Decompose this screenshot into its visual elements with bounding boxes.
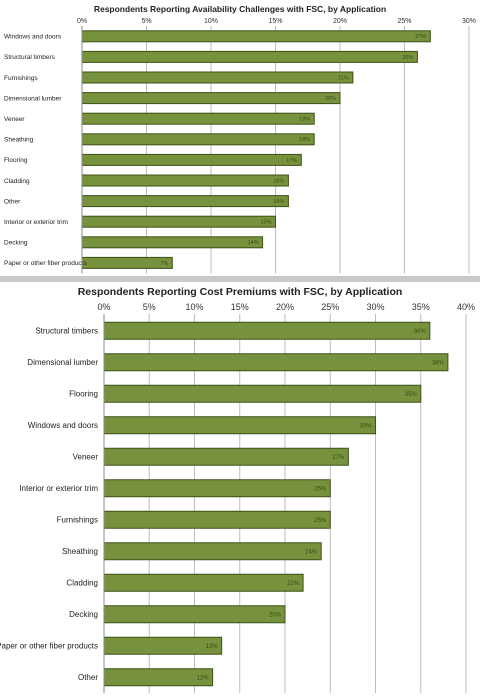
category-label: Paper or other fiber products — [4, 260, 87, 267]
data-label: 21% — [338, 75, 349, 81]
cost-premium-chart: Respondents Reporting Cost Premiums with… — [0, 286, 475, 693]
category-label: Paper or other fiber products — [0, 642, 98, 651]
data-label: 7% — [160, 261, 168, 267]
category-label: Cladding — [66, 579, 98, 588]
bar — [103, 510, 331, 529]
x-tick-label: 0% — [97, 302, 110, 312]
chart-title: Respondents Reporting Cost Premiums with… — [78, 286, 403, 298]
category-label: Dimensional lumber — [4, 95, 62, 102]
bar — [103, 384, 422, 403]
x-tick-label: 30% — [462, 18, 476, 25]
bar — [103, 447, 349, 466]
category-label: Structural timbers — [35, 327, 98, 336]
x-tick-label: 25% — [397, 18, 411, 25]
data-label: 20% — [269, 612, 282, 618]
data-label: 18% — [299, 137, 310, 143]
x-tick-label: 40% — [457, 302, 475, 312]
bar — [103, 605, 286, 624]
x-tick-label: 15% — [268, 18, 282, 25]
availability-chart: Respondents Reporting Availability Chall… — [4, 4, 476, 274]
bar — [81, 92, 341, 105]
data-label: 25% — [314, 518, 327, 524]
category-label: Other — [4, 198, 21, 205]
bar — [81, 236, 264, 249]
data-label: 26% — [402, 55, 413, 61]
data-label: 25% — [314, 486, 327, 492]
x-tick-label: 20% — [333, 18, 347, 25]
bar — [81, 153, 302, 166]
category-label: Interior or exterior trim — [4, 219, 68, 226]
bar — [81, 215, 276, 228]
bar — [103, 321, 431, 340]
data-label: 35% — [405, 392, 418, 398]
chart-title: Respondents Reporting Availability Chall… — [94, 4, 386, 14]
data-label: 20% — [325, 96, 336, 102]
bar — [81, 195, 289, 208]
data-label: 13% — [206, 644, 219, 650]
bar — [81, 50, 418, 63]
category-label: Structural timbers — [4, 54, 56, 61]
bar — [103, 573, 304, 592]
cost-premium-chart-panel: Respondents Reporting Cost Premiums with… — [0, 282, 480, 696]
data-label: 16% — [273, 178, 284, 184]
category-label: Sheathing — [4, 137, 34, 144]
bar — [103, 353, 449, 372]
category-label: Veneer — [4, 116, 25, 123]
data-label: 38% — [432, 360, 445, 366]
data-label: 30% — [359, 423, 372, 429]
x-tick-label: 35% — [412, 302, 430, 312]
category-label: Windows and doors — [4, 34, 62, 41]
bar — [81, 174, 289, 187]
bar — [103, 416, 376, 435]
data-label: 22% — [287, 581, 300, 587]
data-label: 15% — [260, 220, 271, 226]
bar — [81, 133, 315, 146]
category-label: Dimensional lumber — [27, 358, 98, 367]
category-label: Windows and doors — [28, 421, 98, 430]
category-label: Furnishings — [57, 516, 98, 525]
data-label: 27% — [415, 34, 426, 40]
category-label: Other — [78, 673, 98, 682]
x-tick-label: 25% — [321, 302, 339, 312]
category-label: Sheathing — [62, 547, 98, 556]
data-label: 27% — [332, 455, 345, 461]
category-label: Furnishings — [4, 75, 38, 82]
bar — [81, 71, 354, 84]
x-tick-label: 10% — [185, 302, 203, 312]
category-label: Interior or exterior trim — [19, 484, 98, 493]
data-label: 36% — [414, 329, 427, 335]
data-label: 18% — [299, 117, 310, 123]
data-label: 24% — [305, 549, 318, 555]
category-label: Decking — [69, 610, 98, 619]
category-label: Flooring — [4, 157, 28, 164]
category-label: Decking — [4, 240, 28, 247]
data-label: 14% — [248, 240, 259, 246]
category-label: Cladding — [4, 178, 30, 185]
bar — [103, 542, 322, 561]
bar — [81, 256, 173, 269]
availability-chart-panel: Respondents Reporting Availability Chall… — [0, 0, 480, 276]
chart-separator — [0, 276, 480, 282]
data-label: 17% — [286, 158, 297, 164]
x-tick-label: 0% — [77, 18, 87, 25]
data-label: 16% — [273, 199, 284, 205]
x-tick-label: 20% — [276, 302, 294, 312]
bar — [81, 30, 431, 43]
x-tick-label: 5% — [143, 302, 156, 312]
category-label: Flooring — [69, 390, 98, 399]
x-tick-label: 5% — [141, 18, 151, 25]
bar — [103, 479, 331, 498]
x-tick-label: 15% — [231, 302, 249, 312]
bar — [103, 636, 223, 655]
x-tick-label: 10% — [204, 18, 218, 25]
data-label: 12% — [197, 675, 210, 681]
category-label: Veneer — [73, 453, 99, 462]
x-tick-label: 30% — [366, 302, 384, 312]
bar — [81, 112, 315, 125]
